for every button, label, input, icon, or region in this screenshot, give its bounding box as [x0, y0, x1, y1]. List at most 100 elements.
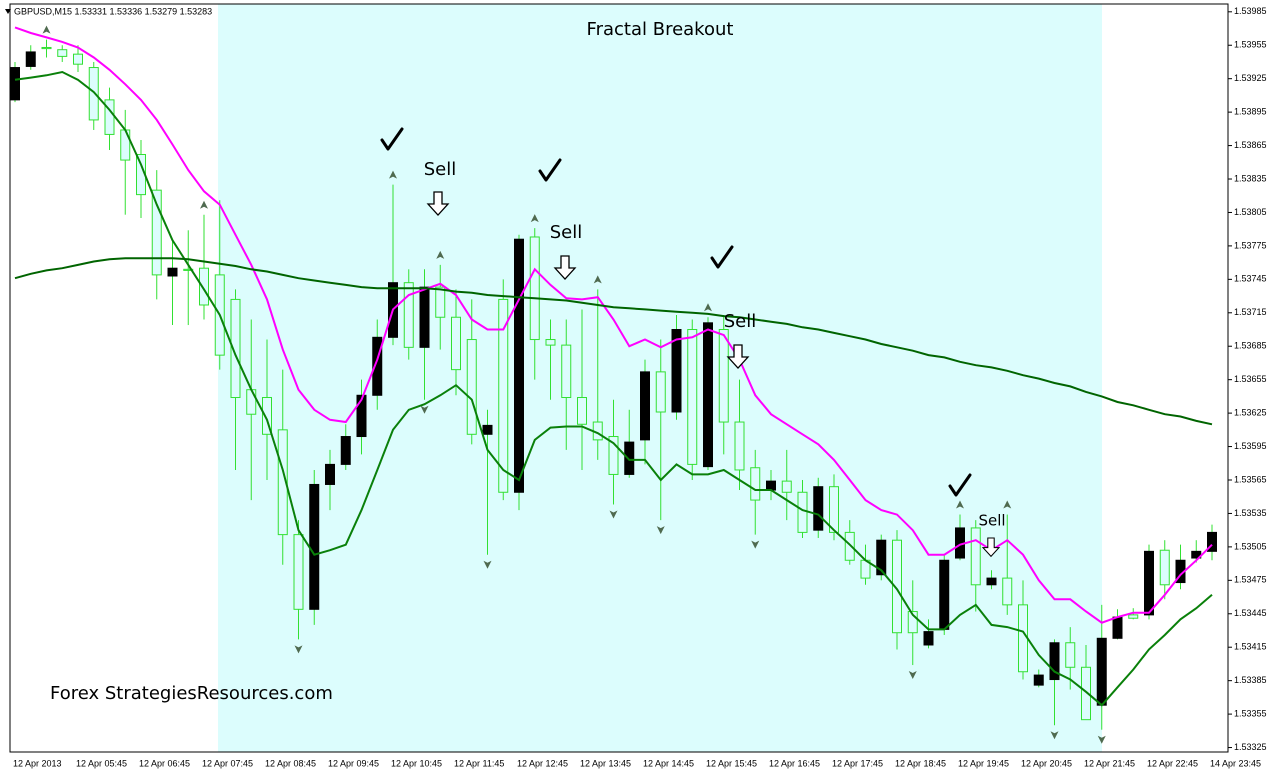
candle-body-bull	[876, 539, 887, 576]
candle-body-bear	[892, 539, 902, 634]
candle-body-bear	[293, 534, 304, 610]
x-tick-label: 12 Apr 16:45	[769, 758, 820, 768]
x-tick-label: 12 Apr 22:45	[1147, 758, 1198, 768]
candle-body-bear	[151, 189, 162, 276]
fractal-up-arrow	[530, 214, 539, 223]
x-tick-label: 12 Apr 11:45	[454, 758, 504, 768]
candle-body-bull	[340, 436, 351, 465]
y-tick-label: 1.53385	[1234, 675, 1267, 685]
candle-body-bear	[545, 339, 556, 346]
candle-body-bull	[372, 336, 383, 396]
fractal-up-arrow	[436, 250, 445, 259]
x-tick-label: 12 Apr 15:45	[706, 758, 757, 768]
candle-body-bear	[970, 527, 981, 586]
fractal-down-arrow	[656, 526, 665, 535]
fractal-down-arrow	[483, 560, 492, 569]
fractal-up-arrow	[593, 275, 602, 284]
candle-body-bear	[655, 371, 666, 413]
sell-arrow	[726, 344, 750, 369]
fractal-up-arrow	[389, 170, 397, 179]
candle-body-bull	[703, 322, 713, 468]
x-tick-label: 12 Apr 09:45	[328, 758, 379, 768]
sell-label: Sell	[724, 311, 757, 332]
candle-body-bull	[514, 238, 524, 493]
sell-label: Sell	[424, 159, 457, 180]
x-tick-label: 12 Apr 14:45	[643, 758, 694, 768]
y-tick-label: 1.53655	[1234, 374, 1267, 384]
candle-body-bear	[1128, 614, 1139, 619]
candle-body-bull	[813, 486, 824, 531]
candle-body-bear	[750, 467, 761, 501]
y-tick-label: 1.53715	[1234, 307, 1267, 317]
fractal-up-arrow	[1003, 500, 1012, 509]
candle-body-bull	[482, 424, 493, 435]
fractal-up-arrow	[956, 500, 964, 509]
candle-body-bull	[1096, 637, 1107, 706]
candle-body-bear	[577, 397, 587, 425]
y-tick-label: 1.53925	[1234, 73, 1267, 83]
candle-body-bear	[1018, 604, 1028, 673]
candle-body-bear	[907, 611, 918, 634]
x-tick-label: 12 Apr 12:45	[517, 758, 568, 768]
candle-body-bear	[561, 344, 572, 399]
check-mark	[710, 245, 734, 269]
candle-body-bear	[829, 486, 839, 533]
fractal-up-arrow	[704, 303, 712, 312]
x-tick-label: 12 Apr 21:45	[1084, 758, 1135, 768]
y-tick-label: 1.53865	[1234, 140, 1267, 150]
candle-body-bear	[230, 298, 241, 399]
y-tick-label: 1.53565	[1234, 474, 1267, 484]
candle-body-bear	[88, 67, 99, 121]
candle-body-bull	[1033, 674, 1044, 686]
moving-average-line	[14, 257, 1213, 426]
candle-body-bull	[10, 67, 20, 101]
x-tick-label: 14 Apr 23:45	[1210, 758, 1261, 768]
candle-body-bear	[1065, 642, 1076, 668]
candle-body-bear	[1081, 666, 1091, 721]
fractal-down-arrow	[420, 405, 429, 414]
candle-body-bull	[766, 480, 776, 491]
chart-title: Fractal Breakout	[587, 19, 734, 40]
candle-body-bear	[734, 421, 745, 471]
candle-body-bull	[419, 286, 430, 348]
y-tick-label: 1.53745	[1234, 274, 1267, 284]
plot	[10, 25, 1217, 744]
x-tick-label: 12 Apr 13:45	[580, 758, 631, 768]
candle-body-bear	[466, 339, 477, 435]
moving-average-line	[14, 70, 1213, 707]
fractal-down-arrow	[908, 671, 917, 680]
x-tick-label: 12 Apr 18:45	[895, 758, 946, 768]
y-tick-label: 1.53505	[1234, 541, 1267, 551]
candle-body-bull	[671, 329, 682, 413]
y-tick-label: 1.53805	[1234, 207, 1267, 217]
fractal-down-arrow	[1097, 735, 1106, 744]
menu-triangle[interactable]	[5, 9, 11, 14]
check-mark	[948, 473, 972, 497]
y-tick-label: 1.53895	[1234, 107, 1267, 117]
check-mark	[380, 127, 404, 151]
candle-body-bull	[1144, 550, 1154, 616]
candle-body-bull	[1112, 616, 1123, 639]
y-tick-label: 1.53535	[1234, 508, 1267, 518]
fractal-down-arrow	[294, 645, 303, 654]
sell-label: Sell	[978, 512, 1005, 530]
sell-arrow	[981, 537, 1001, 558]
candle-body-bear	[199, 267, 209, 306]
y-tick-label: 1.53685	[1234, 341, 1267, 351]
watermark: Forex StrategiesResources.com	[50, 683, 333, 704]
y-tick-label: 1.53475	[1234, 575, 1267, 585]
y-tick-label: 1.53355	[1234, 708, 1267, 718]
candle-body-bear	[1002, 577, 1013, 606]
candle-body-bear	[246, 389, 257, 415]
fractal-up-arrow	[42, 25, 51, 34]
candle-body-bull	[986, 577, 997, 586]
candle-body-bear	[435, 286, 446, 318]
x-tick-label: 12 Apr 07:45	[202, 758, 253, 768]
fractal-down-arrow	[1050, 731, 1059, 740]
candle-body-bear	[498, 298, 509, 493]
candle-body-bear	[73, 53, 83, 65]
y-tick-label: 1.53595	[1234, 441, 1267, 451]
symbol-header: GBPUSD,M15 1.53331 1.53336 1.53279 1.532…	[14, 6, 212, 16]
